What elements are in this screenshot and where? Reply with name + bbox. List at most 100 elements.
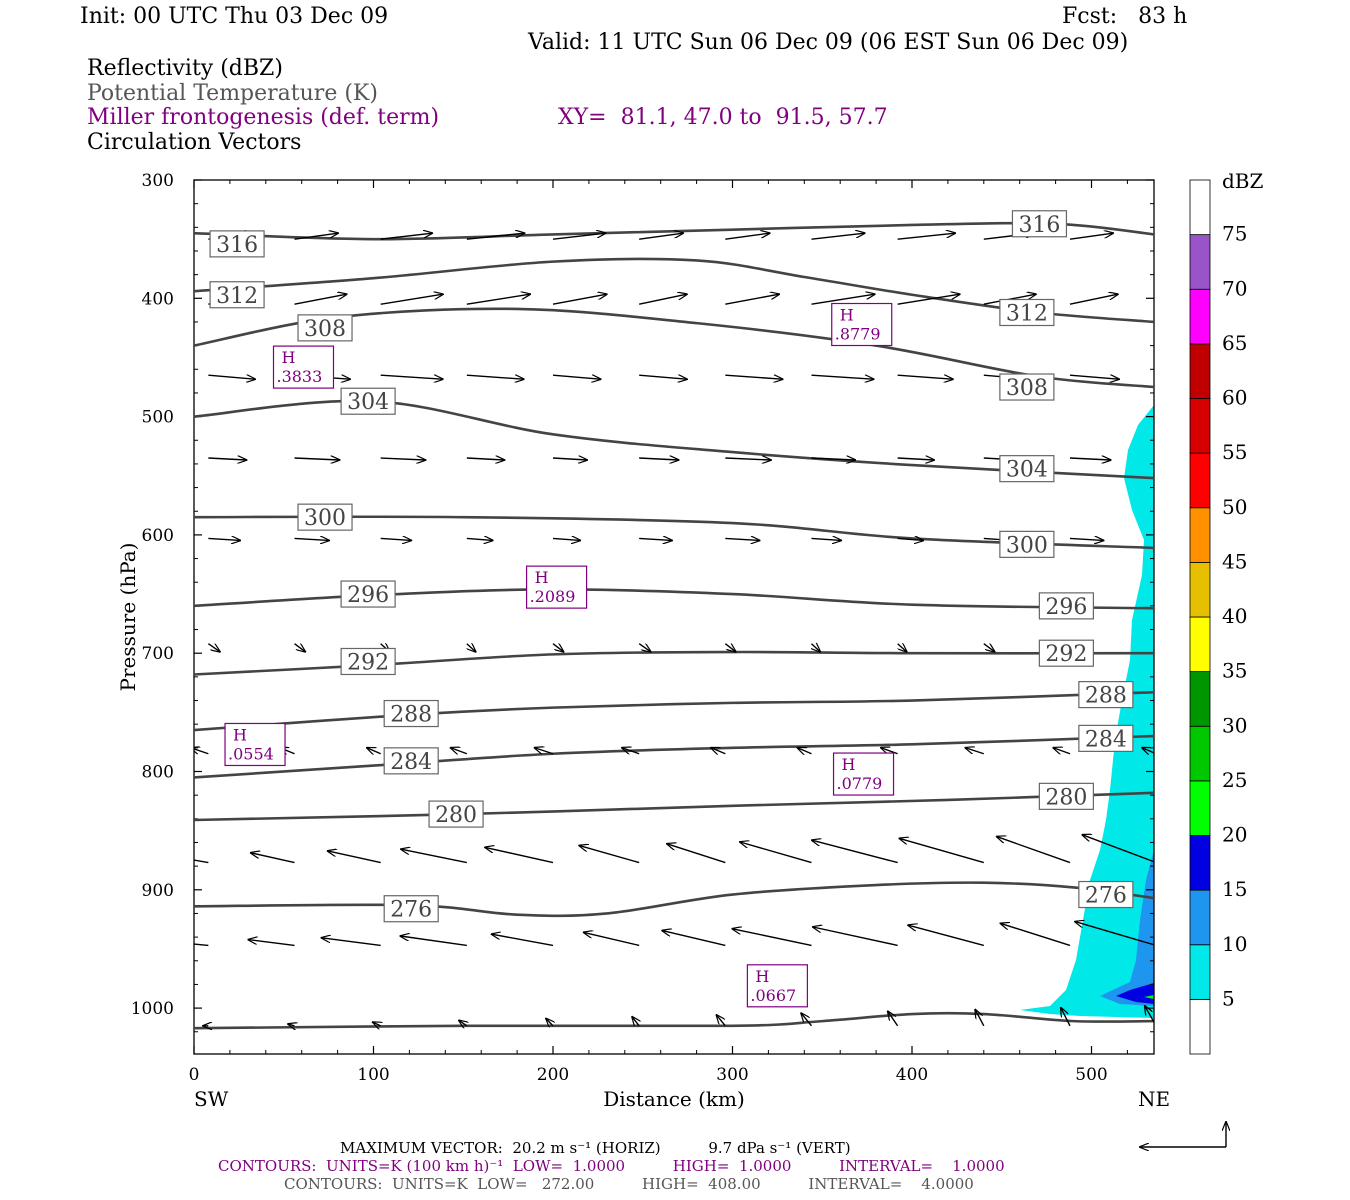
fronto-max-value: .3833 [276,367,322,386]
svg-text:288: 288 [390,703,432,728]
circulation-vector [546,1019,553,1026]
colorbar: 5 10 15 20 25 30 35 40 45 50 55 60 65 70 75 [1189,179,1247,1055]
theta-contour-note: CONTOURS: UNITS=K LOW= 272.00 HIGH= 408.… [284,1175,974,1193]
x-axis-title: Distance (km) [603,1087,745,1111]
svg-text:284: 284 [1085,727,1127,752]
circulation-vector [322,938,381,947]
circulation-vector [711,748,726,754]
circulation-vector [983,644,995,652]
fronto-max-value: .0779 [837,774,883,793]
colorbar-swatch [1189,507,1211,563]
circulation-vector [401,849,467,864]
circulation-vector [1145,1006,1154,1024]
colorbar-swatch [1189,835,1211,891]
circulation-vector [1142,748,1154,754]
svg-text:292: 292 [1045,642,1087,667]
circulation-vector [552,538,580,540]
circulation-vector [552,294,607,305]
circulation-vector [380,233,433,240]
circulation-vector [466,374,524,379]
contour-label-312: 312 [209,281,265,309]
svg-text:284: 284 [390,750,432,775]
circulation-vector [632,1017,639,1026]
svg-text:288: 288 [1085,684,1127,709]
circulation-vector [725,233,769,240]
circulation-vector [1069,538,1103,540]
colorbar-label: 10 [1222,932,1247,956]
theta-contour-surface [194,1011,1154,1030]
circulation-vector [724,644,735,652]
max-vector-note: MAXIMUM VECTOR: 20.2 m s⁻¹ (HORIZ) 9.7 d… [340,1139,851,1157]
circulation-vector [897,458,934,460]
circulation-vector [811,458,855,460]
circulation-vector [1053,748,1071,754]
theta-contour-284 [194,734,1154,779]
field-theta: Potential Temperature (K) [87,81,378,106]
colorbar-label: 30 [1222,713,1247,737]
y-tick-label: 400 [142,289,174,309]
colorbar-swatch [1189,398,1211,454]
colorbar-label: 20 [1222,823,1247,847]
contour-label-308: 308 [999,373,1055,401]
colorbar-swatch [1189,288,1211,345]
contour-label-304: 304 [999,455,1055,483]
circulation-vector [897,644,907,652]
contour-label-288: 288 [383,699,439,728]
circulation-vector [584,932,640,947]
circulation-vector [908,925,984,947]
circulation-vector [459,1020,467,1025]
svg-text:304: 304 [1006,458,1048,483]
circulation-vector [294,644,306,652]
circulation-vector [328,851,381,864]
contour-label-296: 296 [340,580,396,608]
contour-label-280: 280 [1038,782,1094,810]
refl-15-20 [1116,983,1154,1004]
field-reflectivity: Reflectivity (dBZ) [87,56,283,81]
circulation-vector [294,458,340,460]
x-tick-label: 500 [1075,1065,1107,1085]
circulation-vector [1061,1008,1071,1027]
circulation-vector [811,233,864,240]
circulation-vector [288,1024,294,1026]
y-tick-label: 500 [142,408,174,428]
circulation-vector [638,643,650,652]
circulation-vector [208,375,255,379]
circulation-vector [1082,835,1154,863]
contour-label-300: 300 [999,530,1055,558]
circulation-vector [811,644,820,652]
circulation-vector [725,374,782,379]
contour-label-280: 280 [428,800,484,828]
colorbar-label: 60 [1222,386,1247,410]
colorbar-swatch [1189,234,1211,290]
colorbar-label: 35 [1222,659,1247,683]
fronto-max-label: H.2089 [525,565,588,609]
svg-text:300: 300 [1006,533,1048,558]
svg-text:308: 308 [304,317,346,342]
y-tick-label: 600 [142,526,174,546]
contour-label-292: 292 [340,647,396,675]
circulation-vector [811,374,873,379]
theta-contour-280 [194,791,1154,822]
circulation-vector [1156,644,1166,652]
circulation-vector [732,929,812,947]
contour-labels: 316 316 312 312 308 308 304 304 300 300 296 296 292 2… [209,210,1134,923]
cross-section-endpoints: XY= 81.1, 47.0 to 91.5, 57.7 [558,105,888,130]
colorbar-swatch [1189,561,1211,618]
colorbar-swatch [1189,671,1211,727]
circulation-vector [639,233,683,240]
circulation-vector [897,233,955,240]
colorbar-label: 55 [1222,440,1247,464]
circulation-vector [535,748,554,755]
fronto-max-label: H.0667 [746,964,808,1008]
circulation-vector [373,1022,381,1026]
plot-frame [193,179,1155,1055]
contour-label-300: 300 [297,503,353,531]
circulation-vector [552,458,587,460]
circulation-vector [897,374,953,379]
colorbar-swatch [1189,998,1211,1055]
init-time: Init: 00 UTC Thu 03 Dec 09 [80,4,389,29]
circulation-vector [662,931,726,947]
svg-text:276: 276 [390,898,432,923]
